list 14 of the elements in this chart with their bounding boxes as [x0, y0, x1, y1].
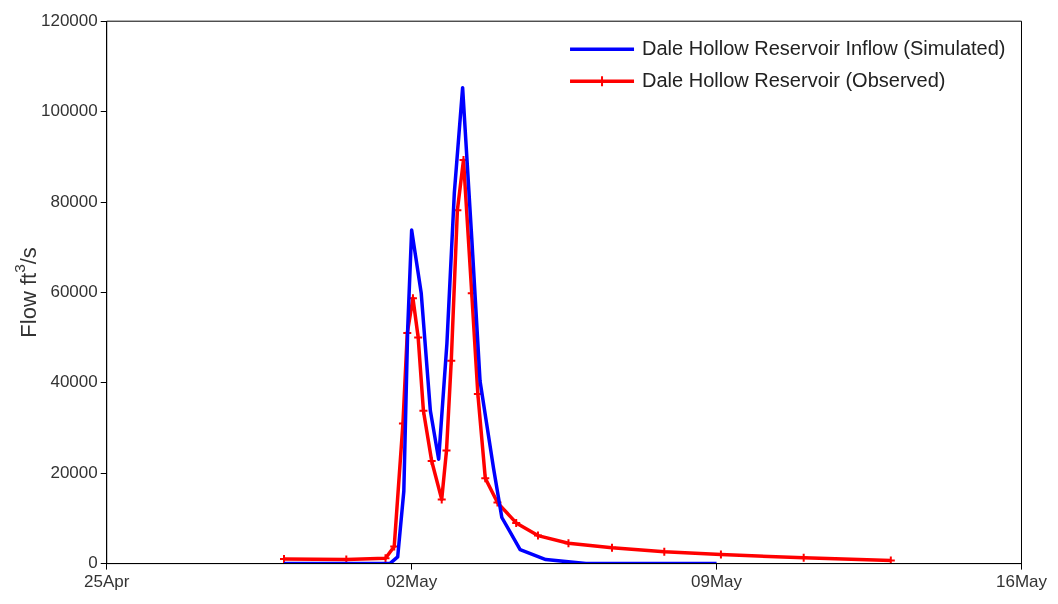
x-tick-label: 02May — [386, 572, 438, 592]
x-tick-label: 09May — [691, 572, 743, 592]
y-tick-label: 0 — [88, 553, 98, 573]
legend-label: Dale Hollow Reservoir (Observed) — [642, 68, 946, 91]
y-tick-label: 20000 — [50, 462, 98, 482]
y-tick-label: 80000 — [50, 191, 98, 211]
x-tick-label: 25Apr — [84, 572, 130, 592]
y-tick-label: 100000 — [40, 101, 98, 121]
y-tick-label: 120000 — [40, 10, 98, 30]
y-tick-label: 60000 — [50, 282, 98, 302]
legend-label: Dale Hollow Reservoir Inflow (Simulated) — [642, 36, 1006, 59]
x-tick-label: 16May — [995, 572, 1048, 592]
y-tick-label: 40000 — [50, 372, 98, 392]
y-axis-title: Flow ft3/s — [11, 247, 42, 338]
